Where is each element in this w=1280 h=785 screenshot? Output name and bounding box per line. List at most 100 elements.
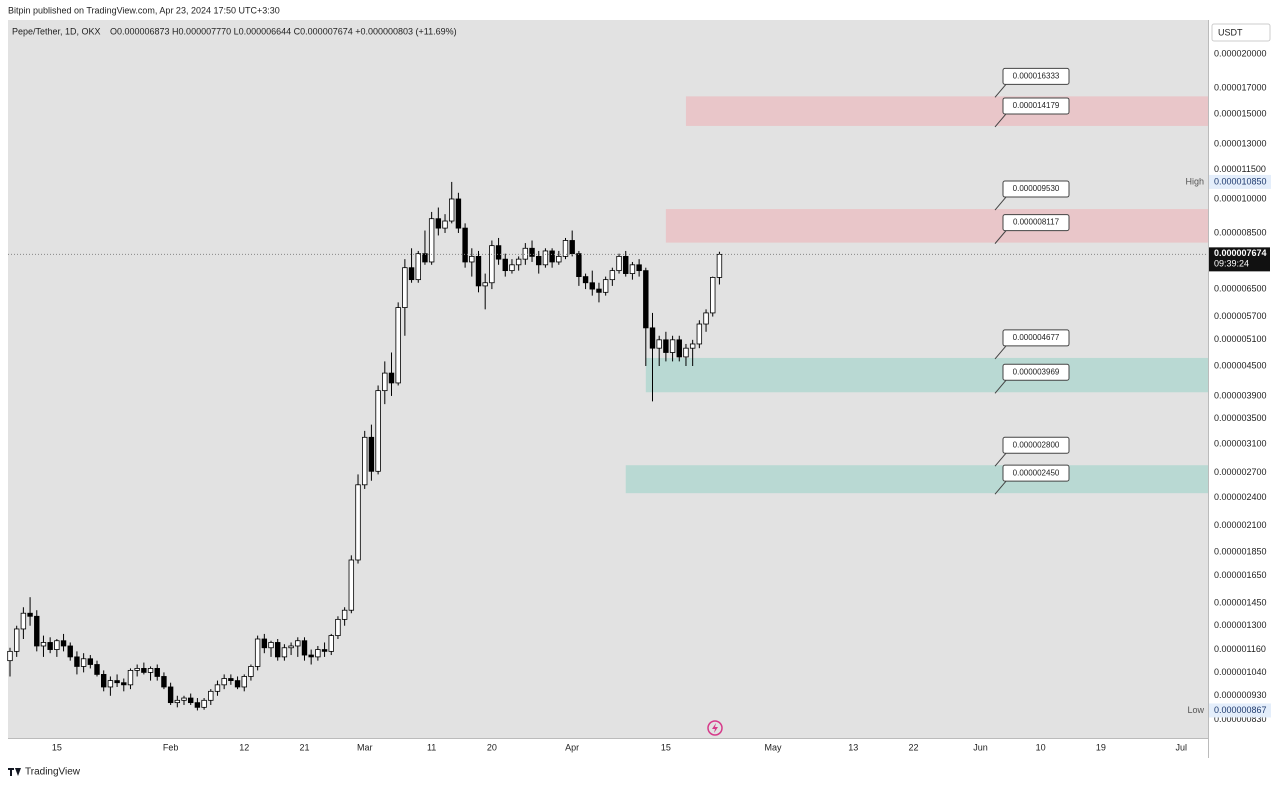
candle-body	[549, 250, 555, 263]
marker-price: 0.000000867	[1214, 705, 1267, 715]
candle-body	[576, 253, 582, 277]
candle-body	[596, 288, 602, 293]
candle-body	[716, 253, 723, 278]
candle-body	[509, 264, 515, 272]
callout-label: 0.000009530	[1013, 184, 1060, 193]
candle-body	[382, 372, 388, 392]
y-tick-label: 0.000002700	[1214, 467, 1267, 477]
x-tick-label: 10	[1036, 742, 1046, 752]
x-tick-label: Jun	[973, 742, 988, 752]
y-tick-label: 0.000001160	[1214, 644, 1266, 654]
candle-body	[221, 678, 227, 686]
footer-brand: TradingView	[25, 767, 81, 778]
callout-box	[1002, 97, 1070, 115]
candle-body	[241, 676, 247, 688]
candle-body	[495, 245, 502, 260]
y-tick-label: 0.000006500	[1214, 283, 1267, 293]
candle-body	[194, 702, 201, 708]
candle-body	[348, 559, 355, 611]
candle-body	[469, 255, 475, 263]
y-tick-label: 0.000020000	[1214, 48, 1267, 58]
candle-body	[315, 649, 321, 658]
callout-leader	[994, 196, 1007, 211]
currency-label: USDT	[1218, 27, 1243, 37]
x-tick-label: 19	[1096, 742, 1106, 752]
x-tick-label: Apr	[565, 742, 579, 752]
callout-label: 0.000004677	[1013, 333, 1060, 342]
candle-body	[522, 247, 529, 260]
candle-body	[100, 674, 107, 688]
candle-body	[54, 640, 60, 650]
candle-body	[683, 347, 689, 358]
x-tick-label: 20	[487, 742, 497, 752]
callout-box	[1002, 436, 1070, 454]
candle-body	[20, 612, 27, 630]
x-tick-label: 13	[848, 742, 858, 752]
y-tick-label: 0.000001300	[1214, 620, 1267, 630]
candle-body	[455, 198, 462, 229]
candle-body	[402, 267, 408, 308]
candle-body	[589, 282, 595, 290]
candle-body	[710, 277, 716, 314]
y-tick-label: 0.000001650	[1214, 570, 1267, 580]
candle-body	[395, 307, 401, 384]
footer-logo	[8, 768, 21, 776]
y-tick-label: 0.000013000	[1214, 138, 1267, 148]
candle-body	[107, 680, 114, 688]
candle-body	[616, 255, 622, 272]
callout-label: 0.000014179	[1013, 101, 1060, 110]
candle-body	[188, 697, 194, 704]
candle-body	[288, 645, 294, 649]
y-tick-label: 0.000010000	[1214, 193, 1267, 203]
candle-body	[281, 647, 288, 658]
x-tick-label: Feb	[163, 742, 179, 752]
candle-body	[154, 668, 160, 677]
candle-body	[602, 279, 609, 293]
y-tick-label: 0.000005100	[1214, 334, 1267, 344]
candle-body	[40, 642, 47, 647]
event-icon	[712, 723, 718, 733]
y-tick-label: 0.000003500	[1214, 413, 1267, 423]
marker-label: Low	[1187, 705, 1204, 715]
x-tick-label: 15	[661, 742, 671, 752]
y-tick-label: 0.000003100	[1214, 438, 1267, 448]
candle-body	[656, 339, 662, 349]
candle-body	[248, 666, 254, 677]
candle-body	[34, 615, 40, 647]
candle-body	[127, 669, 134, 686]
callout-leader	[994, 480, 1007, 495]
candle-body	[167, 686, 174, 704]
candle-body	[663, 339, 669, 353]
candle-body	[87, 658, 94, 665]
candle-body	[703, 312, 709, 325]
callout-label: 0.000008117	[1013, 218, 1060, 227]
y-tick-label: 0.000002100	[1214, 520, 1267, 530]
marker-price: 0.000010850	[1214, 176, 1267, 186]
candle-body	[275, 642, 281, 658]
candle-body	[362, 436, 368, 486]
candle-body	[696, 323, 703, 345]
y-tick-label: 0.000015000	[1214, 109, 1267, 119]
y-tick-label: 0.000004500	[1214, 360, 1267, 370]
y-tick-label: 0.000005700	[1214, 311, 1267, 321]
callout-box	[1002, 464, 1070, 482]
callout-box	[1002, 329, 1070, 347]
candle-body	[181, 697, 187, 701]
callout-box	[1002, 363, 1070, 381]
candle-body	[174, 699, 181, 704]
candle-body	[375, 390, 381, 472]
y-tick-label: 0.000000830	[1214, 714, 1267, 724]
callout-leader	[994, 345, 1007, 360]
candle-body	[415, 253, 421, 281]
candle-body	[335, 618, 341, 637]
y-tick-label: 0.000008500	[1214, 227, 1267, 237]
candle-body	[161, 676, 167, 688]
candle-body	[582, 276, 589, 284]
candle-body	[462, 227, 468, 263]
candle-body	[208, 690, 214, 701]
candle-body	[388, 372, 395, 384]
candle-body	[442, 220, 448, 229]
candle-body	[643, 270, 649, 329]
